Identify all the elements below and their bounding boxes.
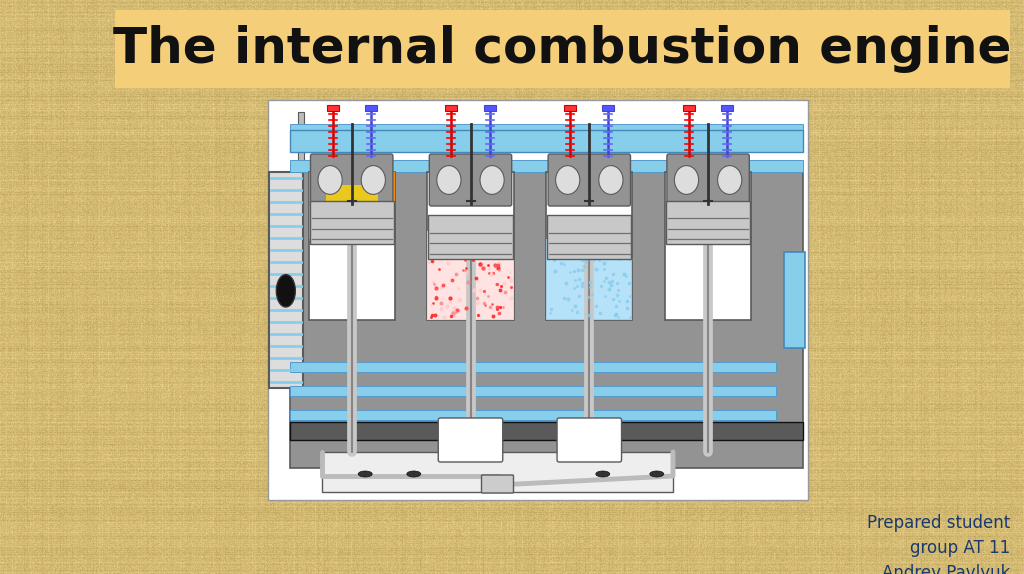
FancyBboxPatch shape	[290, 422, 803, 440]
Ellipse shape	[556, 166, 580, 195]
Ellipse shape	[361, 166, 385, 195]
Ellipse shape	[596, 471, 610, 477]
Ellipse shape	[318, 166, 342, 195]
Ellipse shape	[437, 166, 461, 195]
Text: Prepared student
group AT 11
Andrey Pavlyuk: Prepared student group AT 11 Andrey Pavl…	[866, 514, 1010, 574]
FancyBboxPatch shape	[547, 215, 632, 259]
FancyBboxPatch shape	[546, 239, 633, 320]
Ellipse shape	[718, 166, 741, 195]
FancyBboxPatch shape	[308, 172, 395, 239]
FancyBboxPatch shape	[115, 10, 1010, 88]
FancyBboxPatch shape	[564, 105, 577, 111]
FancyBboxPatch shape	[783, 252, 805, 348]
FancyBboxPatch shape	[298, 112, 304, 172]
FancyBboxPatch shape	[290, 172, 803, 468]
FancyBboxPatch shape	[429, 154, 512, 206]
FancyBboxPatch shape	[548, 154, 631, 206]
Ellipse shape	[650, 471, 664, 477]
Ellipse shape	[358, 471, 372, 477]
Text: The internal combustion engine: The internal combustion engine	[114, 25, 1012, 73]
FancyBboxPatch shape	[268, 100, 808, 500]
FancyBboxPatch shape	[666, 200, 751, 244]
FancyBboxPatch shape	[290, 160, 803, 172]
FancyBboxPatch shape	[290, 386, 775, 396]
FancyBboxPatch shape	[310, 154, 393, 206]
FancyBboxPatch shape	[290, 362, 775, 372]
FancyBboxPatch shape	[326, 185, 378, 219]
FancyBboxPatch shape	[445, 105, 458, 111]
FancyBboxPatch shape	[327, 105, 339, 111]
Ellipse shape	[407, 471, 421, 477]
FancyBboxPatch shape	[428, 215, 513, 259]
FancyBboxPatch shape	[481, 475, 513, 493]
FancyBboxPatch shape	[667, 154, 750, 206]
Ellipse shape	[599, 166, 623, 195]
Ellipse shape	[276, 274, 295, 307]
FancyBboxPatch shape	[290, 130, 803, 152]
FancyBboxPatch shape	[427, 172, 514, 320]
FancyBboxPatch shape	[438, 418, 503, 462]
FancyBboxPatch shape	[683, 105, 695, 111]
FancyBboxPatch shape	[721, 105, 733, 111]
FancyBboxPatch shape	[665, 172, 752, 320]
FancyBboxPatch shape	[322, 452, 673, 492]
FancyBboxPatch shape	[268, 172, 303, 388]
FancyBboxPatch shape	[557, 418, 622, 462]
FancyBboxPatch shape	[308, 172, 395, 320]
FancyBboxPatch shape	[602, 105, 614, 111]
FancyBboxPatch shape	[483, 105, 496, 111]
FancyBboxPatch shape	[427, 231, 514, 320]
Ellipse shape	[675, 166, 698, 195]
FancyBboxPatch shape	[290, 138, 803, 150]
FancyBboxPatch shape	[365, 105, 377, 111]
FancyBboxPatch shape	[309, 200, 394, 244]
Ellipse shape	[480, 166, 504, 195]
FancyBboxPatch shape	[290, 410, 775, 420]
FancyBboxPatch shape	[546, 172, 633, 320]
FancyBboxPatch shape	[290, 124, 803, 136]
